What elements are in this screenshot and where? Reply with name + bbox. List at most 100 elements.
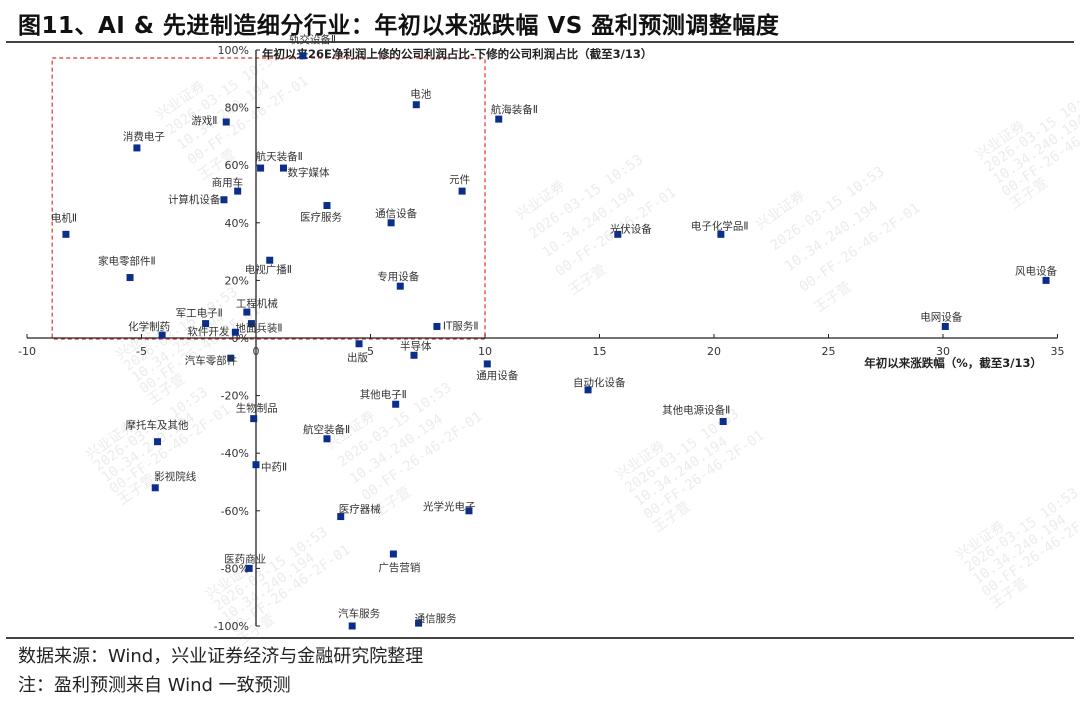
y-tick-label: 80% — [225, 102, 249, 115]
data-point-marker — [252, 461, 260, 469]
x-tick-label: -5 — [136, 345, 147, 358]
data-point-label: 风电设备 — [1015, 264, 1057, 277]
data-point-marker — [396, 282, 404, 290]
x-tick-label: 15 — [593, 345, 607, 358]
data-point-label: 地面兵装Ⅱ — [235, 322, 282, 335]
data-point-label: 半导体 — [400, 339, 432, 352]
data-point-marker — [614, 230, 622, 238]
data-point-label: 摩托车及其他 — [126, 419, 189, 432]
data-point-marker — [483, 360, 491, 368]
data-point-label: 自动化设备 — [573, 376, 626, 389]
data-point-label: 化学制药 — [128, 320, 170, 333]
data-point-label: 软件开发 — [187, 325, 229, 338]
data-point-label: 航空装备Ⅱ — [303, 423, 350, 436]
data-point-marker — [154, 438, 162, 446]
y-tick-label: -20% — [221, 390, 249, 403]
x-tick-label: 35 — [1051, 345, 1065, 358]
data-point-label: 医疗器械 — [339, 503, 381, 516]
data-point-marker — [717, 230, 725, 238]
data-point-label: 消费电子 — [123, 130, 165, 143]
footnote: 注：盈利预测来自 Wind 一致预测 — [18, 675, 291, 696]
data-point-marker — [231, 328, 239, 336]
data-point-marker — [266, 256, 274, 264]
data-point-label: 生物制品 — [236, 402, 278, 415]
title-divider — [6, 41, 1074, 43]
data-point-marker — [389, 550, 397, 558]
figure-title: 图11、AI & 先进制造细分行业：年初以来涨跌幅 VS 盈利预测调整幅度 — [18, 13, 780, 39]
data-point-label: IT服务Ⅱ — [443, 319, 479, 332]
data-point-marker — [245, 564, 253, 572]
data-point-label: 光伏设备 — [610, 222, 652, 235]
data-point-label: 广告营销 — [378, 561, 420, 574]
data-point-marker — [387, 219, 395, 227]
data-point-marker — [495, 115, 503, 123]
data-point-marker — [250, 415, 258, 423]
data-point-label: 通信服务 — [415, 612, 457, 625]
data-point-marker — [392, 400, 400, 408]
x-tick-label: 30 — [936, 345, 950, 358]
data-point-label: 光学光电子 — [423, 500, 476, 513]
data-point-label: 出版 — [347, 351, 368, 364]
data-point-label: 商用车 — [212, 176, 244, 189]
y-tick-label: -40% — [221, 447, 249, 460]
data-point-marker — [220, 196, 228, 204]
data-point-label: 电网设备 — [920, 310, 962, 323]
data-point-marker — [719, 418, 727, 426]
data-point-label: 家电零部件Ⅱ — [98, 255, 156, 268]
data-point-marker — [348, 622, 356, 630]
data-point-label: 工程机械 — [236, 297, 278, 310]
data-point-marker — [222, 118, 230, 126]
data-point-label: 航海装备Ⅱ — [491, 103, 538, 116]
data-point-marker — [415, 619, 423, 627]
data-point-marker — [465, 507, 473, 515]
data-point-label: 影视院线 — [154, 470, 196, 483]
data-point-label: 游戏Ⅱ — [191, 114, 217, 127]
data-point-label: 电子化学品Ⅱ — [691, 219, 749, 232]
data-point-marker — [323, 202, 331, 210]
x-tick-label: 10 — [478, 345, 492, 358]
x-tick-label: 25 — [822, 345, 836, 358]
data-point-marker — [323, 435, 331, 443]
data-point-marker — [410, 351, 418, 359]
data-point-marker — [1042, 276, 1050, 284]
data-point-marker — [433, 322, 441, 330]
y-tick-label: -60% — [221, 505, 249, 518]
axes: -10 -5 0 5 10 15 20 25 30 35100%80%60%40%20%0%-20… — [18, 44, 1064, 633]
data-point-marker — [412, 101, 420, 109]
data-point-marker — [458, 187, 466, 195]
x-tick-label: 5 — [367, 345, 374, 358]
data-point-label: 汽车服务 — [338, 607, 380, 620]
data-point-label: 中药Ⅱ — [261, 461, 287, 474]
data-point-marker — [243, 308, 251, 316]
data-source: 数据来源：Wind，兴业证券经济与金融研究院整理 — [18, 646, 424, 667]
data-point-marker — [158, 331, 166, 339]
data-point-label: 计算机设备 — [168, 193, 221, 206]
data-point-marker — [227, 354, 235, 362]
data-point-label: 其他电源设备Ⅱ — [662, 404, 730, 417]
x-tick-label: 0 — [253, 345, 260, 358]
data-point-label: 电池 — [410, 88, 431, 101]
data-point-marker — [279, 164, 287, 172]
y-tick-label: 60% — [225, 159, 249, 172]
data-point-marker — [337, 513, 345, 521]
data-point-marker — [257, 164, 265, 172]
y-tick-label: 40% — [225, 217, 249, 230]
data-point-label: 轨交设备Ⅱ — [289, 33, 336, 46]
data-point-label: 数字媒体 — [287, 166, 329, 179]
data-point-marker — [355, 340, 363, 348]
data-point-label: 医药商业 — [224, 552, 266, 565]
y-tick-label: 100% — [218, 44, 249, 57]
x-tick-label: 20 — [707, 345, 721, 358]
data-point-marker — [247, 320, 255, 328]
footer-divider — [6, 637, 1074, 639]
x-tick-label: -10 — [18, 345, 36, 358]
data-point-label: 电视广播Ⅱ — [245, 263, 292, 276]
data-point-label: 元件 — [449, 174, 470, 186]
x-axis-title: 年初以来涨跌幅（%，截至3/13） — [864, 356, 1042, 370]
data-point-label: 电机Ⅱ — [51, 211, 77, 224]
data-point-marker — [941, 322, 949, 330]
